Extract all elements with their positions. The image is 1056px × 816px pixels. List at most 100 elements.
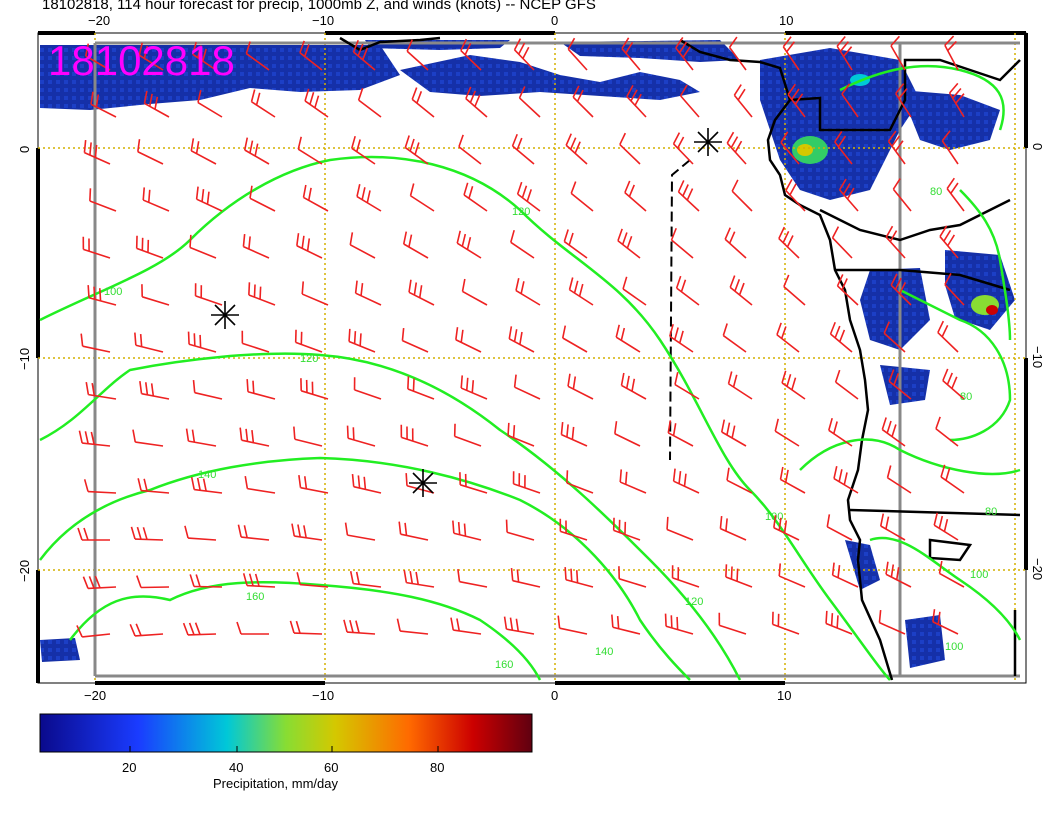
wind-barb [300,378,329,400]
wind-barb [670,227,694,259]
wind-barb [299,40,323,71]
wind-barb [465,86,488,118]
wind-barb [560,421,588,447]
wind-barbs [76,35,965,638]
wind-barb [237,524,270,541]
wind-barb [404,135,429,165]
wind-barb [398,521,429,541]
wind-barb [403,570,435,588]
wind-barb [294,329,323,353]
wind-barb [134,332,164,353]
wind-barb [836,35,853,71]
wind-barb [304,88,329,118]
wind-barb [720,419,747,447]
wind-barb [348,328,376,353]
wind-barb [76,625,111,638]
wind-barb [141,284,170,306]
wind-barb [503,616,535,635]
contour-labels: 100 120 120 140 160 120 140 160 100 80 8… [104,186,997,671]
wind-barb [242,573,276,588]
wind-barb [455,327,482,353]
lon-tick: 10 [777,688,791,703]
wind-barb [357,87,382,118]
wind-barb [411,87,435,118]
wind-barb [728,36,747,71]
lon-ticks-top: −20 −10 0 10 [88,13,793,28]
wind-barb [400,424,429,447]
wind-barb [937,320,959,353]
wind-barb [626,85,647,118]
wind-barb [242,233,270,259]
wind-barb [944,35,959,71]
wind-barb [778,226,800,259]
contour-label: 80 [985,506,997,518]
wind-barb [726,467,753,494]
wind-barb [567,37,588,71]
wind-barb [885,225,906,259]
contour-label: 160 [495,659,513,671]
wind-barb [250,89,276,118]
wind-barb [826,514,853,541]
wind-barb [831,562,859,588]
wind-barb [834,130,853,165]
colorbar-label: Precipitation, mm/day [213,776,338,791]
wind-barb [456,230,482,259]
wind-barb [679,84,700,118]
wind-barb [458,134,482,165]
wind-barb [669,323,694,353]
wind-barb [941,130,959,165]
wind-barb [184,525,217,541]
wind-barb [559,518,588,541]
wind-barb [718,612,747,635]
wind-barb [666,516,694,541]
contour-label: 100 [104,286,122,298]
wind-barb [567,373,594,400]
wind-barb [618,566,647,588]
wind-barb [243,137,270,165]
wind-barb [460,375,488,400]
wind-barb [452,520,482,541]
wind-barb [85,382,117,400]
wind-barb [195,186,223,212]
wind-barb [302,184,329,212]
wind-barb [619,469,647,494]
wind-barb [510,568,541,588]
wind-barb [515,278,541,306]
wind-barb [932,609,959,635]
lat-ticks-right: 0 −10 −20 [1030,143,1045,580]
wind-barb [82,575,117,590]
lon-tick: 0 [551,13,558,28]
wind-barb [885,561,912,588]
wind-barb [244,476,276,494]
wind-barb [614,421,641,447]
wind-barb [82,236,111,259]
wind-barb [568,277,594,306]
wind-barb [933,512,959,541]
wind-barb [612,517,641,541]
wind-barb [356,184,382,212]
wind-barb [565,133,588,165]
date-stamp: 18102818 [48,37,235,84]
wind-barb [289,620,323,635]
wind-barb [948,82,965,118]
wind-barb [297,136,323,165]
lat-tick: −20 [1030,558,1045,580]
star-marker-2 [409,469,437,497]
wind-barb [249,185,276,212]
wind-barb [344,522,376,541]
wind-barb [778,563,806,588]
star-marker-3 [694,128,722,156]
wind-barb [453,423,482,447]
wind-barb [624,180,647,212]
wind-barb [781,370,806,400]
wind-barb [296,572,329,588]
wind-barb [349,232,376,259]
wind-barb [87,285,117,306]
wind-barb [77,527,110,541]
wind-barb [725,564,753,588]
wind-barb [189,234,217,259]
wind-barb [672,468,700,494]
wind-barb [611,614,641,635]
wind-barb [671,565,700,588]
